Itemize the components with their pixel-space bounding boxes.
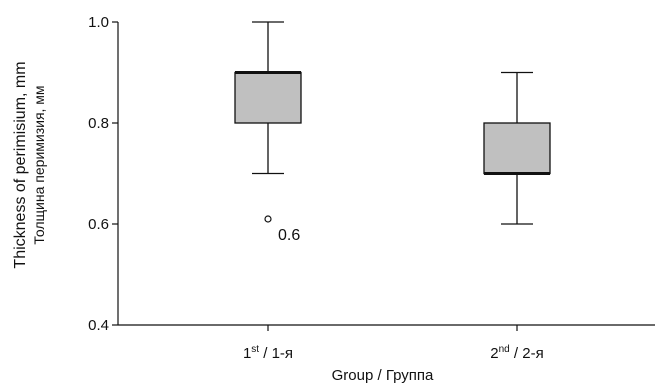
y-axis-title-line2: Толщина перимизия, мм <box>31 85 47 244</box>
boxes <box>234 21 551 225</box>
y-tick-label: 1.0 <box>88 14 109 31</box>
outlier-point <box>264 215 272 223</box>
box <box>483 122 551 175</box>
labels: 0.6 Group / Группа Thickness of perimisium… <box>12 61 434 383</box>
x-tick-label: 1st / 1-я <box>243 344 293 362</box>
y-tick-label: 0.6 <box>88 216 109 233</box>
axes: 0.4 0.6 0.8 1.0 1st / 1-я 2nd / 2-я <box>88 14 655 362</box>
y-tick-label: 0.4 <box>88 317 109 334</box>
y-axis-title-line1: Thickness of perimisium, mm <box>12 61 29 268</box>
y-tick-label: 0.8 <box>88 115 109 132</box>
box <box>234 71 302 124</box>
x-tick-label: 2nd / 2-я <box>490 344 543 362</box>
outlier-label: 0.6 <box>278 227 300 244</box>
x-axis-title: Group / Группа <box>332 367 434 383</box>
